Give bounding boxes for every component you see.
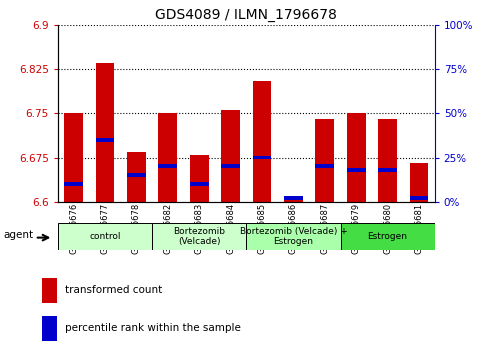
Bar: [64, 113, 83, 202]
Text: Estrogen: Estrogen: [368, 232, 408, 241]
Bar: [127, 152, 146, 202]
Text: transformed count: transformed count: [66, 285, 163, 295]
Bar: [378, 119, 397, 202]
Text: Bortezomib
(Velcade): Bortezomib (Velcade): [173, 227, 225, 246]
Bar: [284, 199, 303, 202]
Bar: [410, 164, 428, 202]
Bar: [58, 223, 152, 250]
Bar: [221, 110, 240, 202]
Bar: [42, 278, 57, 303]
Text: percentile rank within the sample: percentile rank within the sample: [66, 323, 242, 333]
Bar: [341, 223, 435, 250]
Bar: [253, 156, 271, 160]
Bar: [190, 182, 209, 186]
Text: agent: agent: [3, 230, 33, 240]
Bar: [315, 165, 334, 169]
Bar: [410, 196, 428, 200]
Text: control: control: [89, 232, 121, 241]
Bar: [158, 113, 177, 202]
Bar: [64, 182, 83, 186]
Bar: [158, 165, 177, 169]
Bar: [347, 168, 366, 172]
Bar: [253, 81, 271, 202]
Title: GDS4089 / ILMN_1796678: GDS4089 / ILMN_1796678: [156, 8, 337, 22]
Bar: [42, 316, 57, 341]
Bar: [152, 223, 246, 250]
Bar: [190, 155, 209, 202]
Bar: [96, 63, 114, 202]
Bar: [246, 223, 341, 250]
Bar: [127, 173, 146, 177]
Bar: [96, 138, 114, 142]
Bar: [221, 165, 240, 169]
Bar: [378, 168, 397, 172]
Bar: [315, 119, 334, 202]
Bar: [347, 113, 366, 202]
Bar: [284, 196, 303, 200]
Text: Bortezomib (Velcade) +
Estrogen: Bortezomib (Velcade) + Estrogen: [240, 227, 347, 246]
